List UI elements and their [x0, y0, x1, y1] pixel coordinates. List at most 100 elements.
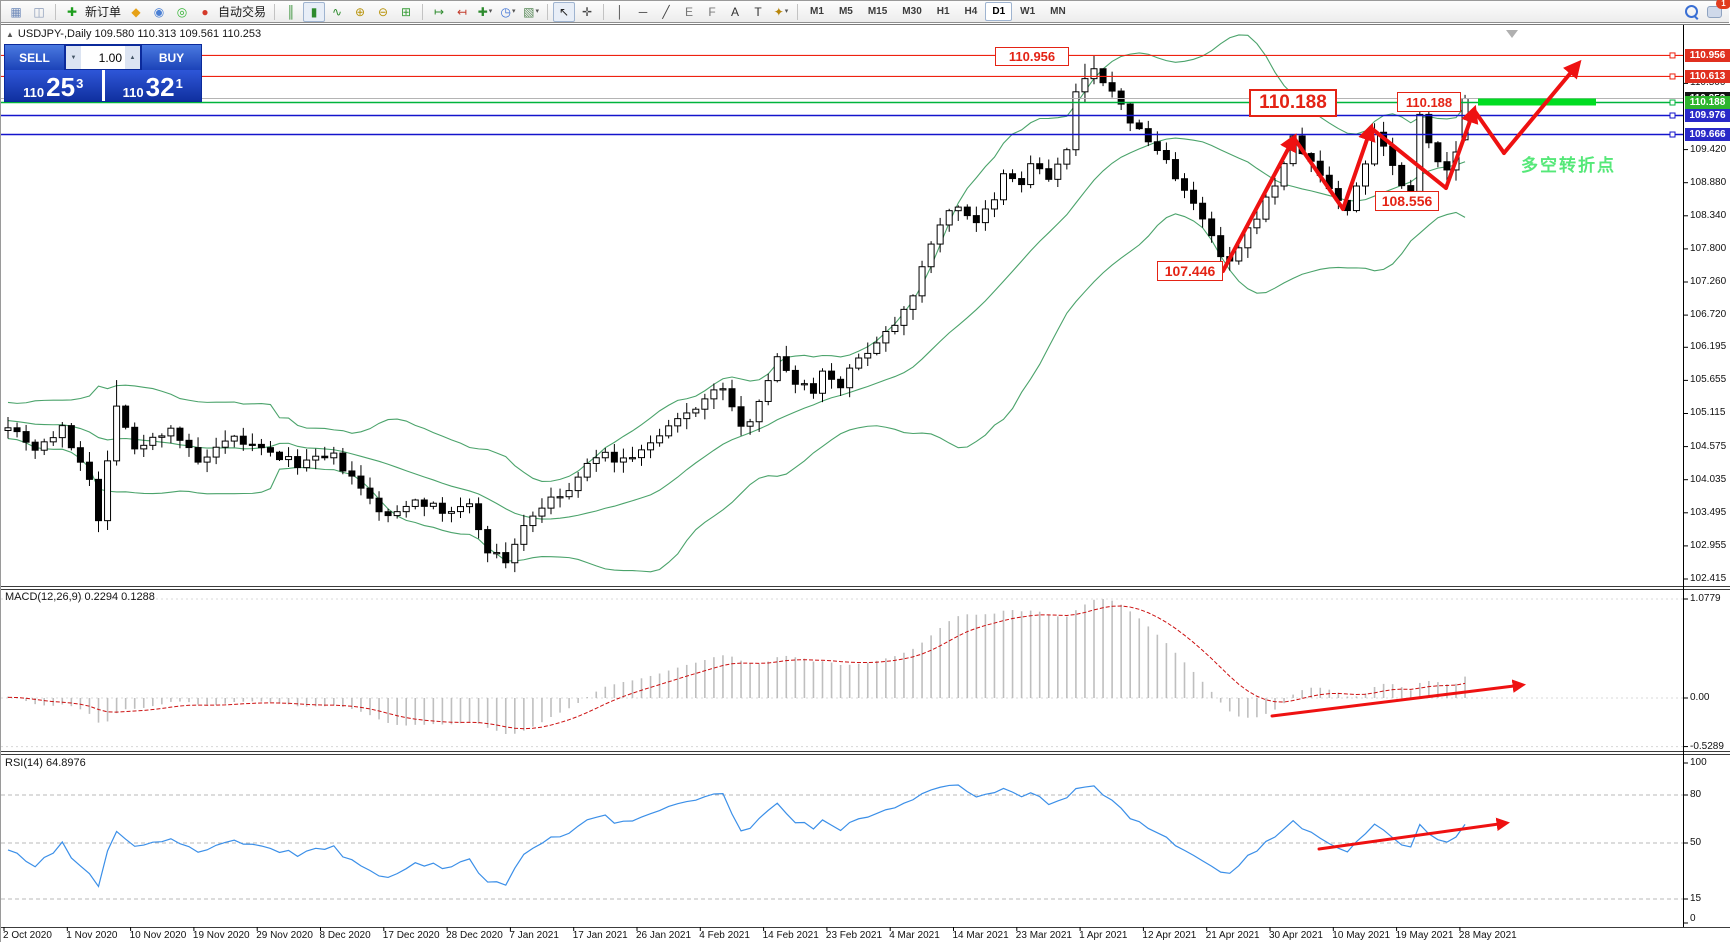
chart-symbol-title: ▲ USDJPY-,Daily 109.580 110.313 109.561 1…	[6, 28, 261, 40]
toolbar-separator	[422, 3, 424, 20]
new-order-icon[interactable]: ✚	[66, 4, 78, 19]
bar-chart-icon[interactable]: ║	[286, 4, 296, 19]
rsi-tick-80: 80	[1690, 789, 1702, 800]
cursor-icon[interactable]: ↖	[553, 1, 576, 22]
date-label-0: 2 Oct 2020	[3, 930, 52, 941]
date-label-21: 10 May 2021	[1332, 930, 1391, 941]
trade-panel-top-row: SELL ▼ ▲ BUY	[5, 45, 201, 70]
volume-control: ▼ ▲	[65, 45, 141, 70]
expert-advisors-icon[interactable]: ◉	[153, 4, 165, 19]
auto-trading-label: 自动交易	[218, 5, 267, 19]
date-label-5: 8 Dec 2020	[319, 930, 371, 941]
horizontal-line-icon[interactable]: ─	[638, 4, 648, 19]
timeframe-button-h4[interactable]: H4	[964, 6, 978, 17]
timeframe-button-m5[interactable]: M5	[838, 6, 853, 17]
history-center-icon[interactable]: ◆	[131, 4, 141, 19]
date-label-15: 14 Mar 2021	[952, 930, 1009, 941]
price-tag-109.976: 109.976	[1685, 109, 1730, 122]
equidistant-channel-icon[interactable]: E	[685, 4, 694, 19]
toolbar-separator	[274, 3, 276, 20]
toolbar-separator	[797, 3, 799, 20]
zoom-in-icon[interactable]: ⊕	[355, 4, 366, 19]
price-tag-109.666: 109.666	[1685, 128, 1730, 141]
fibonacci-icon[interactable]: F	[708, 4, 716, 19]
macd-tick-0.00: 0.00	[1690, 692, 1710, 703]
timeframe-button-mn[interactable]: MN	[1050, 6, 1066, 17]
volume-up-button[interactable]: ▲	[125, 46, 140, 69]
annotation-price-label-107.446-4[interactable]: 107.446	[1157, 261, 1223, 281]
chart-shift-icon[interactable]: ↤	[457, 4, 468, 19]
price-tick-105.655: 105.655	[1690, 374, 1727, 386]
line-chart-icon[interactable]: ∿	[332, 4, 343, 19]
rsi-tick-15: 15	[1690, 893, 1702, 904]
date-label-19: 21 Apr 2021	[1205, 930, 1260, 941]
chart-window-icon[interactable]: ▦	[10, 4, 22, 19]
price-tick-102.955: 102.955	[1690, 539, 1727, 551]
date-label-16: 23 Mar 2021	[1015, 930, 1072, 941]
price-tick-106.720: 106.720	[1690, 309, 1727, 321]
auto-trading-icon[interactable]: ●	[201, 4, 209, 19]
sell-button[interactable]: SELL	[5, 45, 65, 70]
rsi-indicator-label: RSI(14) 64.8976	[5, 757, 86, 769]
templates-icon[interactable]: ▧ ▾	[523, 4, 539, 19]
date-label-7: 28 Dec 2020	[446, 930, 503, 941]
date-label-3: 19 Nov 2020	[192, 930, 250, 941]
macd-tick-1.0779: 1.0779	[1690, 593, 1721, 604]
volume-input[interactable]	[81, 46, 125, 69]
annotation-price-label-110.188-2[interactable]: 110.188	[1397, 92, 1461, 112]
price-tick-103.495: 103.495	[1690, 506, 1727, 518]
timeframe-button-w1[interactable]: W1	[1020, 6, 1036, 17]
zoom-out-icon[interactable]: ⊖	[378, 4, 389, 19]
price-tick-102.415: 102.415	[1690, 572, 1727, 584]
price-tick-106.195: 106.195	[1690, 341, 1727, 353]
signals-icon[interactable]: ◎	[176, 4, 188, 19]
rsi-tick-100: 100	[1690, 757, 1707, 768]
toolbar-separator	[547, 3, 549, 20]
timeframe-button-d1[interactable]: D1	[985, 2, 1013, 21]
date-label-18: 12 Apr 2021	[1142, 930, 1197, 941]
date-label-20: 30 Apr 2021	[1269, 930, 1323, 941]
buy-price[interactable]: 110 32 1	[104, 70, 201, 102]
price-tick-107.260: 107.260	[1690, 276, 1727, 287]
date-label-14: 4 Mar 2021	[889, 930, 940, 941]
arrows-icon[interactable]: ✦ ▾	[773, 4, 789, 19]
date-label-17: 1 Apr 2021	[1079, 930, 1128, 941]
date-label-2: 10 Nov 2020	[129, 930, 187, 941]
search-icon[interactable]	[1680, 2, 1702, 22]
price-tick-104.035: 104.035	[1690, 473, 1727, 485]
annotation-note-text[interactable]: 多空转折点	[1521, 156, 1616, 175]
periods-icon[interactable]: ◷ ▾	[500, 4, 516, 19]
timeframe-button-h1[interactable]: H1	[936, 6, 950, 17]
text-icon[interactable]: A	[731, 4, 740, 19]
notification-badge: 1	[1716, 0, 1730, 9]
vertical-line-icon[interactable]: │	[616, 4, 624, 19]
timeframe-button-m15[interactable]: M15	[867, 6, 888, 17]
volume-down-button[interactable]: ▼	[66, 46, 81, 69]
timeframe-button-m1[interactable]: M1	[810, 6, 824, 17]
sell-price[interactable]: 110 25 3	[5, 70, 102, 101]
collapse-icon[interactable]: ▲	[6, 30, 14, 39]
buy-button[interactable]: BUY	[141, 45, 201, 70]
annotation-price-label-110.956-0[interactable]: 110.956	[995, 47, 1069, 66]
candlestick-chart-icon[interactable]: ▮	[303, 1, 326, 22]
trendline-icon[interactable]: ╱	[662, 4, 670, 19]
buy-price-big: 32	[145, 72, 175, 102]
text-label-icon[interactable]: T	[754, 4, 762, 19]
symbol-ohlc-line: USDJPY-,Daily 109.580 110.313 109.561 11…	[17, 28, 262, 40]
crosshair-icon[interactable]: ✛	[582, 4, 593, 19]
indicators-icon[interactable]: ✚ ▾	[477, 4, 493, 19]
chat-icon[interactable]: 1	[1703, 0, 1730, 22]
chart-profile-icon[interactable]: ◫	[33, 4, 45, 19]
annotation-price-label-110.188-1[interactable]: 110.188	[1249, 89, 1337, 117]
annotation-price-label-108.556-3[interactable]: 108.556	[1375, 191, 1439, 211]
sell-price-big: 25	[46, 72, 76, 102]
price-tick-109.420: 109.420	[1690, 143, 1727, 155]
auto-scroll-icon[interactable]: ↦	[434, 4, 445, 19]
tile-windows-icon[interactable]: ⊞	[401, 4, 412, 19]
timeframe-button-m30[interactable]: M30	[902, 6, 922, 17]
toolbar-separator	[603, 3, 605, 20]
date-label-23: 28 May 2021	[1458, 930, 1517, 941]
